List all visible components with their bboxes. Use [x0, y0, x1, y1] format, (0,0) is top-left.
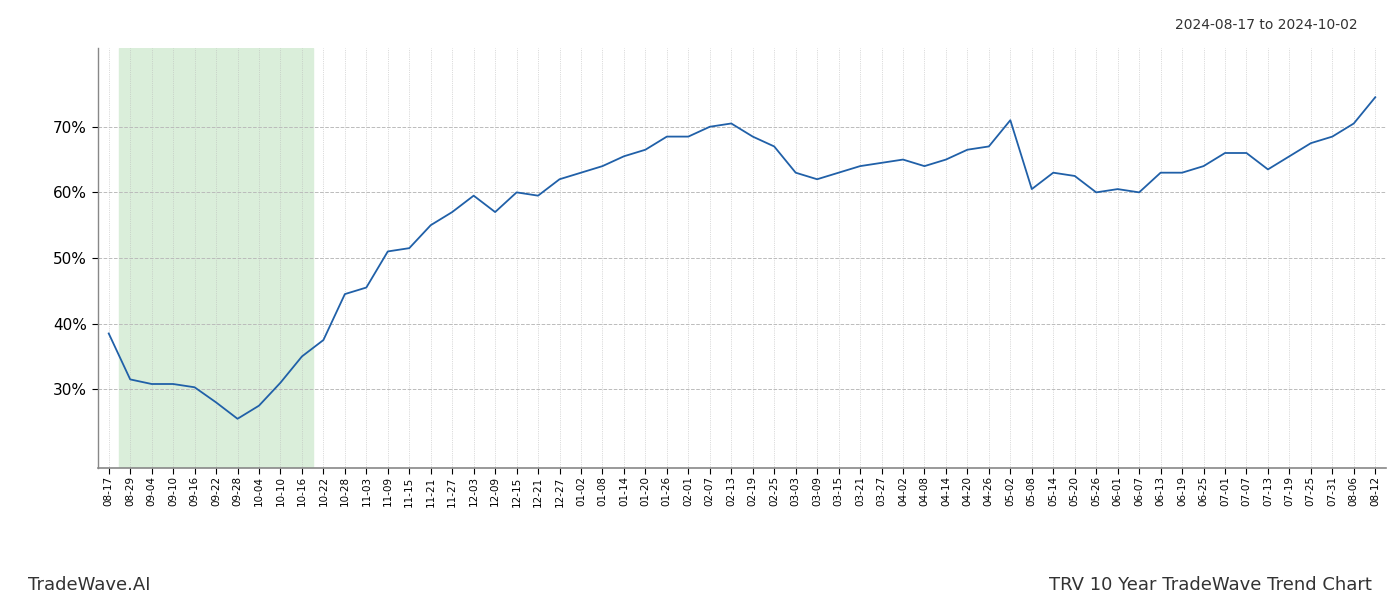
Text: 2024-08-17 to 2024-10-02: 2024-08-17 to 2024-10-02	[1176, 18, 1358, 32]
Text: TRV 10 Year TradeWave Trend Chart: TRV 10 Year TradeWave Trend Chart	[1049, 576, 1372, 594]
Text: TradeWave.AI: TradeWave.AI	[28, 576, 151, 594]
Bar	[119, 48, 312, 468]
